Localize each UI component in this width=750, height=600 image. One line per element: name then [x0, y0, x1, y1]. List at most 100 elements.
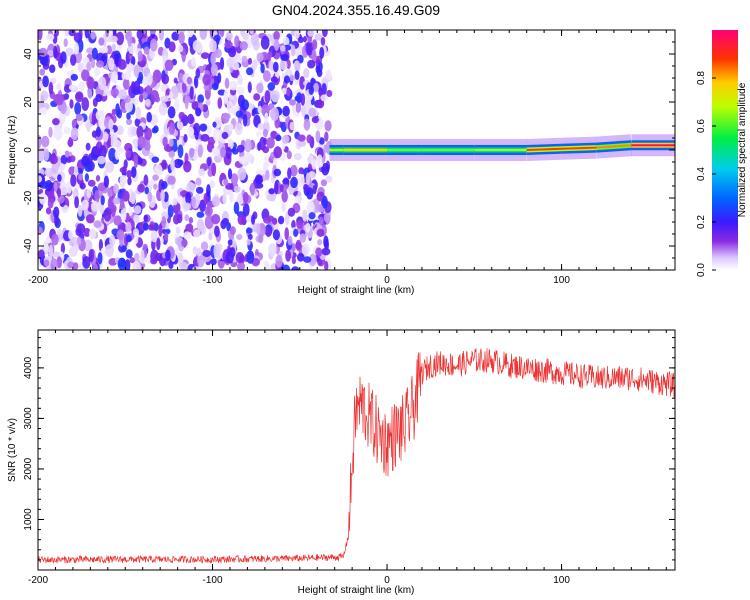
spectrogram-cell	[320, 37, 326, 46]
spectrogram-cell	[186, 76, 193, 85]
spectrogram-cell	[265, 169, 270, 181]
spectrogram-cell	[177, 159, 184, 166]
spectrogram-cell	[87, 179, 96, 187]
spectrogram-cell	[311, 116, 319, 124]
spectrogram-cell	[193, 229, 201, 238]
spectrogram-cell	[185, 223, 194, 233]
spectrogram-cell	[167, 204, 174, 218]
spectrogram-cell	[38, 47, 48, 58]
spectrogram-cell	[302, 209, 308, 222]
spectrogram-cell	[38, 30, 43, 41]
spectrogram-cell	[246, 238, 251, 246]
spectrogram-cell	[65, 47, 74, 57]
spectrogram-cell	[275, 134, 282, 142]
colorbar-tick-label: 0.6	[696, 119, 707, 133]
spectrogram-cell	[200, 52, 210, 59]
snr-frame	[37, 329, 676, 571]
spectrogram-cell	[294, 30, 300, 39]
spectrogram-cell	[153, 125, 159, 133]
spectrogram-cell	[90, 58, 96, 69]
spectrogram-cell	[56, 256, 62, 269]
spectrogram-cell	[142, 243, 148, 250]
spectrogram-cell	[135, 106, 141, 120]
spectrogram-cell	[103, 46, 108, 54]
spectrogram-cell	[191, 56, 196, 67]
spectrogram-cell	[289, 75, 295, 82]
spectrogram-cell	[240, 99, 250, 111]
spectrogram-cell	[249, 30, 254, 35]
spectrogram-cell	[178, 44, 184, 53]
spectrogram-cell	[197, 94, 205, 104]
spectrogram-cell	[189, 183, 196, 190]
spectrogram-cell	[247, 57, 253, 65]
spectrogram-cell	[195, 186, 204, 194]
spectrogram-cell	[39, 107, 48, 115]
spectrogram-cell	[85, 214, 95, 224]
spectrogram-cell	[56, 187, 62, 198]
spectrogram-cell	[286, 150, 292, 160]
spectrogram-cell	[48, 126, 53, 138]
spectrogram-cell	[68, 230, 73, 240]
spectrogram-cell	[295, 239, 302, 251]
spectrogram-cell	[170, 157, 175, 172]
spectrogram-cell	[108, 118, 114, 130]
spectrogram-cell	[151, 156, 160, 163]
spectrogram-cell	[303, 183, 309, 192]
spectrogram-cell	[305, 172, 311, 186]
spectrogram-cell	[63, 38, 68, 47]
spectrogram-cell	[223, 179, 229, 186]
spectrogram-cell	[188, 217, 194, 224]
y-tick-label: 20	[23, 96, 34, 108]
spectrogram-cell	[246, 250, 255, 264]
spectrogram-cell	[43, 148, 50, 161]
spectrogram-cell	[268, 243, 277, 257]
spectrogram-cell	[183, 160, 192, 173]
spectrogram-cell	[78, 173, 84, 181]
spectrogram-cell	[73, 42, 80, 55]
spectrogram-cell	[265, 227, 272, 238]
spectrogram-cell	[113, 215, 122, 226]
spectrogram-cell	[211, 162, 217, 177]
spectrogram-cell	[120, 207, 127, 222]
spectrogram-cell	[160, 95, 169, 103]
spectrogram-cell	[71, 119, 77, 128]
spectrogram-cell	[112, 197, 122, 205]
spectrogram-cell	[308, 85, 314, 96]
spectrogram-cell	[321, 195, 328, 209]
spectrogram-cell	[144, 127, 153, 141]
spectrogram-cell	[325, 175, 333, 183]
spectrogram-cell	[210, 52, 216, 66]
y-tick-label: 1000	[23, 508, 34, 531]
spectrogram-cell	[212, 128, 221, 142]
spectrogram-cell	[287, 167, 292, 180]
spectrogram-cell	[49, 64, 56, 73]
spectrogram-cell	[314, 33, 323, 41]
spectrogram-cell	[124, 259, 131, 270]
spectrogram-cell	[74, 196, 79, 209]
spectrogram-cell	[138, 71, 144, 83]
spectrogram-cell	[222, 217, 229, 225]
spectrogram-cell	[267, 51, 273, 59]
spectrogram-cell	[235, 252, 244, 264]
spectrogram-cell	[116, 229, 125, 241]
spectrogram-cell	[171, 86, 179, 100]
spectrogram-cell	[160, 189, 165, 203]
spectrogram-cell	[178, 31, 185, 44]
spectrogram-cell	[217, 97, 223, 109]
spectrogram-cell	[86, 121, 91, 132]
spectrogram-cell	[206, 125, 212, 135]
spectrogram-cell	[199, 123, 208, 132]
spectrogram-cell	[125, 221, 132, 233]
spectrogram-cell	[265, 262, 270, 270]
spectrogram-cell	[158, 102, 168, 116]
spectrogram-cell	[293, 228, 299, 237]
spectrogram-cell	[298, 167, 305, 175]
y-tick-label: 0	[23, 147, 34, 153]
spectrogram-cell	[161, 159, 168, 170]
spectrogram-cell	[192, 266, 202, 270]
spectrogram-cell	[165, 249, 171, 262]
spectrogram-cell	[121, 245, 127, 252]
spectrogram-cell	[161, 216, 167, 229]
spectrogram-cell	[325, 69, 332, 81]
spectrogram-cell	[196, 211, 205, 218]
